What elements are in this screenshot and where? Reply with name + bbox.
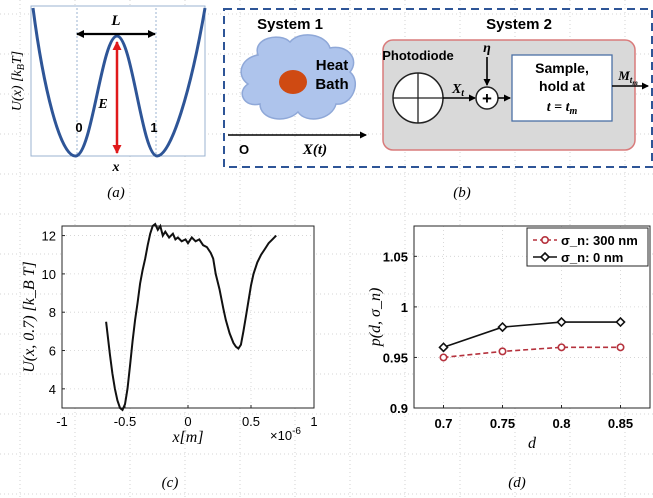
- chart-c-ytick-label: 4: [49, 382, 56, 397]
- chart-d-xtick-label: 0.85: [608, 416, 633, 431]
- chart-d-point-1: [556, 316, 567, 328]
- sample-hold-box: [511, 54, 613, 122]
- chart-c-xtick-label: -0.5: [114, 414, 136, 429]
- chart-d-ytick-label: 0.9: [390, 401, 408, 416]
- chart-c-ytick-label: 12: [42, 229, 56, 244]
- sample-hold-line3-main: t = t: [547, 100, 571, 115]
- chart-c-ylabel: U(x, 0.7) [k_B T]: [21, 261, 38, 373]
- chart-c-ytick-label: 6: [49, 344, 56, 359]
- panel-a-ylabel-sub: B: [16, 64, 27, 70]
- chart-c: -1 -0.5 0 0.5 1 4 6 8 10 12 U(x, 0.7) [k_B T] x[m…: [21, 222, 318, 491]
- position-label: X(t): [302, 142, 327, 158]
- chart-c-xtick-label: 0.5: [242, 414, 260, 429]
- chart-c-xtick-label: -1: [56, 414, 68, 429]
- legend-label-300nm: σ_n: 300 nm: [561, 233, 638, 248]
- panel-c-caption: (c): [162, 475, 179, 491]
- noise-label: η: [483, 41, 491, 56]
- chart-c-x-multiplier-base: ×10: [270, 428, 292, 443]
- output-label-subsub: m: [632, 79, 638, 87]
- legend-label-0nm: σ_n: 0 nm: [561, 250, 623, 265]
- chart-d: 0.7 0.75 0.8 0.85 0.9 0.95 1 1.05 σ_n: 300 nm σ…: [367, 225, 651, 491]
- photodiode-label: Photodiode: [382, 48, 454, 63]
- output-label: Mtm: [617, 68, 638, 87]
- chart-c-series-line: [105, 222, 277, 412]
- chart-d-xlabel: d: [528, 435, 537, 452]
- panel-a-ylabel: U(x) [kBT]: [10, 51, 27, 111]
- sample-hold-line3: t = tm: [547, 100, 578, 117]
- particle: [279, 70, 307, 94]
- xt-label: Xt: [451, 82, 465, 99]
- chart-d-point-1: [615, 316, 626, 328]
- chart-d-series: [438, 316, 626, 362]
- heat-bath-label-line1: Heat: [316, 57, 349, 74]
- chart-c-ticks: -1 -0.5 0 0.5 1 4 6 8 10 12: [42, 229, 318, 429]
- sample-hold-line1: Sample,: [535, 60, 589, 76]
- right-well-label: 1: [150, 120, 157, 135]
- panel-a-ylabel-main: U(x) [k: [10, 69, 25, 111]
- chart-d-ytick-label: 1.05: [383, 249, 408, 264]
- system1-title: System 1: [257, 16, 323, 33]
- chart-c-x-multiplier: ×10-6: [270, 426, 301, 443]
- chart-d-point-1: [497, 321, 508, 333]
- system2-title: System 2: [486, 16, 552, 33]
- chart-c-xtick-label: 1: [310, 414, 317, 429]
- panel-b-caption: (b): [453, 185, 471, 201]
- chart-d-ytick-label: 0.95: [383, 350, 408, 365]
- chart-d-ytick-label: 1: [401, 300, 408, 315]
- chart-d-xtick-label: 0.8: [552, 416, 570, 431]
- barrier-width-label: L: [110, 13, 120, 29]
- chart-c-x-multiplier-exp: -6: [292, 426, 301, 437]
- panel-a-xlabel: x: [112, 160, 120, 175]
- chart-d-ticks: 0.7 0.75 0.8 0.85 0.9 0.95 1 1.05: [383, 249, 633, 431]
- chart-d-axes-frame: [413, 225, 651, 409]
- sample-hold-line3-sub: m: [569, 106, 577, 117]
- chart-c-ytick-label: 10: [42, 267, 56, 282]
- chart-d-series-line-1: [443, 321, 621, 349]
- output-label-main: M: [617, 68, 630, 83]
- chart-c-xlabel: x[m]: [171, 429, 203, 446]
- barrier-height-label: E: [97, 97, 107, 112]
- adder-plus-sign: +: [482, 89, 492, 108]
- legend-marker-300nm: [540, 236, 549, 245]
- panel-d-caption: (d): [508, 475, 526, 491]
- panel-a: L E 0 1 x U(x) [kBT] (a): [10, 5, 207, 201]
- origin-label: O: [239, 142, 249, 157]
- chart-d-point-0: [439, 353, 448, 362]
- xt-label-main: X: [451, 82, 462, 97]
- chart-d-point-0: [498, 347, 507, 356]
- chart-c-ytick-label: 8: [49, 305, 56, 320]
- chart-d-legend: σ_n: 300 nm σ_n: 0 nm: [526, 227, 649, 267]
- chart-d-ylabel: p(d, σ_n): [367, 288, 384, 348]
- chart-d-point-1: [438, 342, 449, 353]
- chart-d-series-line-0: [443, 346, 621, 359]
- left-well-label: 0: [75, 120, 82, 135]
- panel-b-frame: [223, 8, 653, 168]
- chart-d-xtick-label: 0.75: [490, 416, 515, 431]
- xt-label-sub: t: [461, 88, 465, 99]
- legend-marker-0nm: [539, 251, 551, 263]
- chart-d-xtick-label: 0.7: [434, 416, 452, 431]
- panel-b: System 1 System 2 Heat Bath O X(t) Photo…: [223, 8, 653, 201]
- chart-c-plot-area: [62, 226, 314, 408]
- chart-d-point-0: [616, 343, 625, 352]
- chart-d-point-0: [557, 343, 566, 352]
- sample-hold-line2: hold at: [539, 78, 585, 94]
- output-label-sub: t: [630, 75, 633, 85]
- panel-a-caption: (a): [107, 185, 125, 201]
- heat-bath-label-line2: Bath: [315, 76, 348, 93]
- panel-a-ylabel-end: T]: [10, 51, 25, 64]
- chart-c-xtick-label: 0: [184, 414, 191, 429]
